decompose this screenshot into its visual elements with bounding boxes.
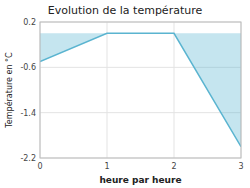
chart: 0.2 -0.6 -1.4 -2.20 1 2 3 Evolution de la tempé… [0,0,250,188]
y-axis-label: Température en °C [4,52,14,129]
grid-line [174,22,175,158]
tick-label: 0 [37,162,42,171]
x-axis-label: heure par heure [99,175,181,185]
tick-label: -1.4 [20,109,36,118]
tick-label: -2.2 [20,154,36,163]
title: Evolution de la température [48,4,203,17]
plot-frame [40,22,241,158]
grid-line [107,22,108,158]
line [40,33,241,146]
area [40,33,241,146]
grid-line [40,112,241,113]
tick-label: 2 [171,162,176,171]
tick-label: 3 [238,162,243,171]
series-group [40,33,241,146]
tick-label: 0.2 [23,18,36,27]
tick-label: -0.6 [20,63,36,72]
plot-area [40,22,241,158]
tick-label: 1 [104,162,109,171]
